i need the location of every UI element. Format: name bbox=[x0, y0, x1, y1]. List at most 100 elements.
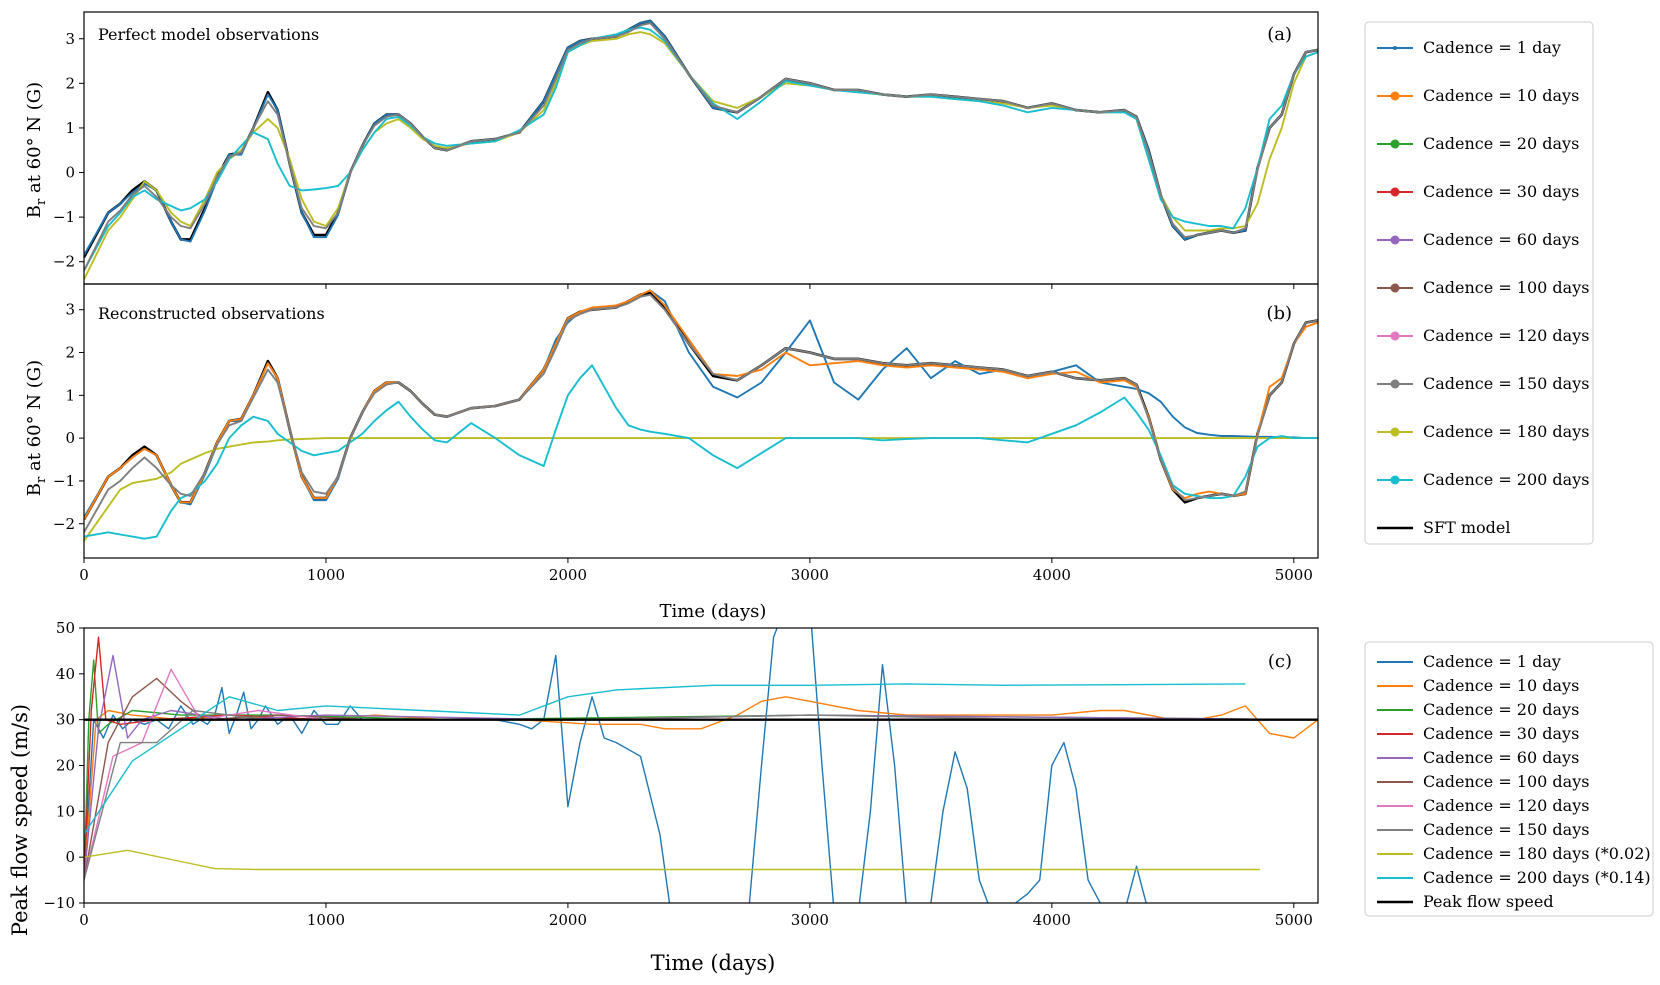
legend-label: Cadence = 10 days bbox=[1423, 86, 1579, 105]
y-tick-label: 50 bbox=[56, 619, 75, 637]
legend-item: Cadence = 20 days bbox=[1377, 700, 1579, 719]
y-tick-label: −1 bbox=[53, 472, 75, 490]
series-line-cadence-10-days bbox=[84, 696, 1318, 881]
series-line-cadence-150-days bbox=[84, 22, 1318, 272]
series-line-sft-model bbox=[84, 291, 1318, 521]
panel-b-xlabel: Time (days) bbox=[660, 601, 767, 622]
series-line-cadence-120-days bbox=[84, 668, 1318, 881]
series-line-cadence-30-days bbox=[84, 636, 1318, 881]
series-line-cadence-1-day bbox=[84, 19, 1318, 256]
legend-item: Cadence = 100 days bbox=[1377, 772, 1589, 791]
y-tick-label: −2 bbox=[53, 515, 75, 533]
series-line-cadence-200-days bbox=[84, 364, 1318, 540]
panel-c-ylabel: Peak flow speed (m/s) bbox=[8, 704, 32, 936]
legend-item: Cadence = 180 days bbox=[1377, 422, 1589, 441]
legend-item: Peak flow speed bbox=[1377, 892, 1554, 911]
legend-label: Cadence = 120 days bbox=[1423, 796, 1589, 815]
legend-label: Cadence = 100 days bbox=[1423, 278, 1589, 297]
series-line-cadence-60-days bbox=[84, 654, 1318, 881]
legend-item: Cadence = 120 days bbox=[1377, 326, 1589, 345]
legend-label: Cadence = 180 days (*0.02) bbox=[1423, 844, 1651, 863]
panel-c-xlabel: Time (days) bbox=[651, 951, 776, 975]
x-tick-label: 5000 bbox=[1275, 566, 1313, 584]
legend-item: Cadence = 60 days bbox=[1377, 230, 1579, 249]
legend-item: SFT model bbox=[1377, 518, 1510, 537]
panel-c-frame bbox=[83, 627, 1319, 904]
panel-c-series-group bbox=[84, 628, 1318, 903]
legend-item: Cadence = 20 days bbox=[1377, 134, 1579, 153]
series-line-cadence-1-day bbox=[84, 289, 1318, 518]
series-line-cadence-180-days bbox=[84, 31, 1318, 280]
y-tick-label: −10 bbox=[43, 894, 75, 912]
series-line-cadence-180-days-0-02- bbox=[84, 849, 1260, 871]
legend-label: Cadence = 30 days bbox=[1423, 724, 1579, 743]
legend-label: Cadence = 60 days bbox=[1423, 748, 1579, 767]
legend-label: Cadence = 150 days bbox=[1423, 820, 1589, 839]
legend-label: Cadence = 20 days bbox=[1423, 134, 1579, 153]
legend-marker bbox=[1390, 379, 1400, 389]
y-tick-label: 3 bbox=[65, 30, 75, 48]
series-line-cadence-150-days bbox=[84, 293, 1318, 533]
legend-item: Cadence = 1 day bbox=[1377, 652, 1561, 671]
legend-item: Cadence = 150 days bbox=[1377, 374, 1589, 393]
legend-item: Cadence = 30 days bbox=[1377, 724, 1579, 743]
panel-a-plot-area: −2 −1 0 1 2 3 bbox=[53, 11, 1319, 289]
y-tick-label: −2 bbox=[53, 253, 75, 271]
panel-a-series-group bbox=[84, 19, 1318, 280]
legend-item: Cadence = 200 days bbox=[1377, 470, 1589, 489]
legend-item: Cadence = 30 days bbox=[1377, 182, 1579, 201]
x-tick-label: 5000 bbox=[1275, 911, 1313, 929]
panel-b-series-group bbox=[84, 289, 1318, 542]
legend-label: Cadence = 120 days bbox=[1423, 326, 1589, 345]
legend-bottom: Cadence = 1 day Cadence = 10 days Cadence … bbox=[1364, 641, 1654, 917]
legend-label: Cadence = 100 days bbox=[1423, 772, 1589, 791]
series-line-cadence-200-days bbox=[84, 26, 1318, 272]
legend-label: Cadence = 180 days bbox=[1423, 422, 1589, 441]
x-tick-label: 0 bbox=[79, 911, 89, 929]
x-tick-label: 4000 bbox=[1033, 911, 1071, 929]
legend-item: Cadence = 100 days bbox=[1377, 278, 1589, 297]
panel-a-label: (a) bbox=[1267, 24, 1292, 45]
x-tick-label: 3000 bbox=[791, 911, 829, 929]
x-tick-label: 4000 bbox=[1033, 566, 1071, 584]
y-tick-label: 10 bbox=[56, 802, 75, 820]
legend-label: Peak flow speed bbox=[1423, 892, 1554, 911]
legend-marker bbox=[1390, 331, 1400, 341]
y-tick-label: 20 bbox=[56, 757, 75, 775]
y-tick-label: −1 bbox=[53, 208, 75, 226]
legend-marker bbox=[1393, 46, 1397, 50]
legend-label: Cadence = 200 days (*0.14) bbox=[1423, 868, 1651, 887]
series-line-cadence-180-days bbox=[84, 437, 1318, 542]
legend-marker bbox=[1390, 139, 1400, 149]
panel-a-frame bbox=[83, 11, 1319, 285]
legend-bottom-frame bbox=[1364, 641, 1654, 917]
y-tick-label: 0 bbox=[65, 164, 75, 182]
panel-b-ylabel: Br at 60° N (G) bbox=[24, 360, 49, 496]
x-tick-label: 2000 bbox=[549, 911, 587, 929]
legend-marker bbox=[1390, 91, 1400, 101]
x-tick-label: 1000 bbox=[307, 911, 345, 929]
y-tick-label: 1 bbox=[65, 119, 75, 137]
legend-marker bbox=[1390, 427, 1400, 437]
panel-c-label: (c) bbox=[1268, 651, 1292, 672]
legend-label: Cadence = 10 days bbox=[1423, 676, 1579, 695]
legend-label: Cadence = 150 days bbox=[1423, 374, 1589, 393]
y-tick-label: 2 bbox=[65, 74, 75, 92]
y-tick-label: 0 bbox=[65, 848, 75, 866]
y-tick-label: 40 bbox=[56, 665, 75, 683]
legend-item: Cadence = 150 days bbox=[1377, 820, 1589, 839]
panel-b-annotation: Reconstructed observations bbox=[98, 304, 325, 323]
y-tick-label: 0 bbox=[65, 429, 75, 447]
series-line-sft-model bbox=[84, 19, 1318, 258]
series-line-cadence-200-days-0-14- bbox=[84, 683, 1246, 835]
series-line-cadence-150-days bbox=[84, 709, 1318, 881]
y-tick-label: 1 bbox=[65, 386, 75, 404]
legend-label: Cadence = 1 day bbox=[1423, 652, 1561, 671]
legend-item: Cadence = 10 days bbox=[1377, 676, 1579, 695]
x-tick-label: 3000 bbox=[791, 566, 829, 584]
legend-label: Cadence = 60 days bbox=[1423, 230, 1579, 249]
legend-item: Cadence = 180 days (*0.02) bbox=[1377, 844, 1651, 863]
